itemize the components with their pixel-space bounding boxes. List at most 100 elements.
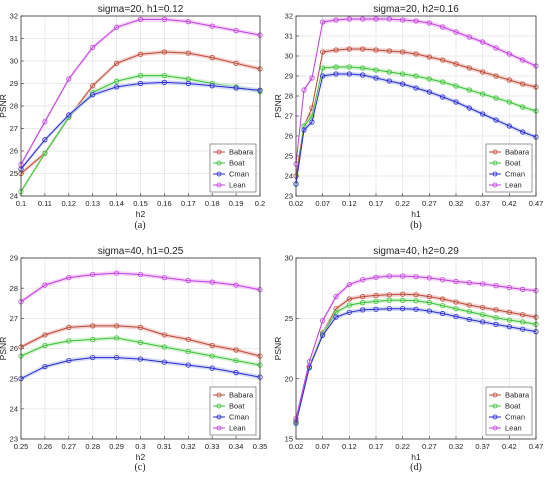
data-point-boat (137, 73, 144, 79)
y-tick-label: 25 (10, 169, 18, 178)
data-point-babara (320, 49, 326, 55)
plot-frame (295, 15, 537, 197)
data-point-cman (400, 306, 406, 312)
legend-label-boat: Boat (229, 402, 245, 411)
data-point-lean (426, 20, 432, 26)
y-tick-label: 24 (285, 172, 293, 181)
data-point-boat (480, 91, 486, 97)
x-tick-label: 0.02 (289, 199, 304, 208)
y-axis-label: PSNR (0, 337, 8, 361)
y-tick-label: 25 (10, 374, 18, 383)
data-point-cman (137, 356, 144, 362)
data-point-cman (466, 316, 472, 323)
data-point-cman (320, 73, 326, 79)
legend-swatch-marker (492, 149, 498, 155)
legend-swatch-marker (492, 414, 498, 420)
x-tick-label: 0.12 (61, 199, 76, 208)
data-point-boat (440, 303, 446, 309)
legend-label-lean: Lean (505, 181, 522, 190)
legend-swatch-marker (216, 425, 222, 431)
legend-swatch-marker (492, 425, 498, 431)
x-tick-label: 0.1 (16, 199, 26, 208)
data-point-lean (360, 277, 366, 283)
x-tick-label: 0.16 (157, 199, 172, 208)
data-point-cman (42, 363, 48, 370)
data-point-cman (137, 80, 144, 87)
data-point-boat (440, 79, 446, 85)
legend-swatch-marker (492, 182, 498, 188)
panel-caption: (b) (410, 220, 422, 231)
data-point-lean (440, 277, 446, 283)
data-point-babara (466, 65, 472, 71)
data-point-lean (42, 119, 48, 125)
data-point-cman (185, 80, 191, 87)
data-point-babara (400, 49, 406, 55)
x-tick-label: 0.3 (135, 442, 145, 451)
data-point-boat (90, 336, 96, 343)
y-axis-label: PSNR (273, 94, 283, 118)
x-tick-label: 0.19 (229, 199, 244, 208)
data-point-boat (506, 99, 512, 105)
data-point-lean (466, 34, 472, 40)
data-point-boat (453, 83, 459, 89)
x-axis-label: h1 (411, 452, 421, 462)
y-tick-label: 15 (285, 435, 293, 444)
data-point-lean (66, 76, 72, 82)
y-axis-label: PSNR (273, 337, 283, 361)
data-point-lean (400, 273, 406, 279)
data-point-boat (520, 104, 526, 110)
y-tick-label: 32 (10, 12, 18, 21)
data-point-boat (493, 315, 499, 321)
y-tick-label: 31 (285, 32, 293, 41)
data-point-lean (520, 57, 526, 63)
panel-caption: (a) (134, 220, 145, 231)
data-point-lean (309, 75, 315, 81)
data-point-boat (413, 298, 419, 304)
data-point-cman (413, 85, 419, 91)
x-tick-label: 0.32 (449, 442, 464, 451)
x-tick-label: 0.12 (342, 199, 357, 208)
legend: Babara Boat Cman Lean (209, 143, 257, 193)
data-point-cman (506, 123, 512, 129)
legend-swatch-marker (216, 414, 222, 420)
data-point-babara (90, 83, 96, 89)
data-point-lean (373, 274, 379, 280)
data-point-cman (466, 105, 472, 111)
y-tick-label: 29 (10, 254, 18, 263)
legend-swatch-marker (492, 403, 498, 409)
data-point-babara (440, 296, 446, 302)
data-point-cman (346, 309, 352, 315)
chart-title: sigma=20, h2=0.16 (373, 4, 459, 15)
data-point-babara (233, 60, 239, 66)
y-tick-label: 28 (10, 102, 18, 111)
data-point-cman (360, 72, 366, 78)
data-point-lean (426, 275, 432, 281)
x-tick-label: 0.17 (181, 199, 196, 208)
data-point-cman (373, 75, 379, 81)
legend-swatch-marker (216, 182, 222, 188)
data-point-boat (233, 357, 239, 364)
x-tick-label: 0.32 (449, 199, 464, 208)
data-point-babara (66, 324, 72, 330)
chart-panel-3: 0.25 0.26 0.27 0.28 0.29 0.3 0.31 0.32 0.33 0.34 0… (0, 246, 267, 473)
y-tick-label: 31 (10, 34, 18, 43)
data-point-cman (440, 310, 446, 317)
data-point-boat (320, 65, 326, 71)
y-tick-label: 30 (285, 52, 293, 61)
data-point-boat (493, 95, 499, 101)
data-point-cman (320, 332, 326, 338)
data-point-cman (233, 85, 239, 91)
data-point-cman (426, 308, 432, 314)
plot-frame (20, 257, 261, 440)
chart-panel-2: 0.02 0.07 0.12 0.17 0.22 0.27 0.32 0.37 0.42 0.47… (273, 4, 543, 231)
data-point-boat (453, 306, 459, 312)
data-point-cman (346, 71, 352, 77)
data-point-boat (137, 339, 144, 346)
x-tick-label: 0.11 (38, 199, 52, 208)
y-tick-label: 23 (10, 435, 18, 444)
data-point-babara (520, 81, 526, 87)
y-tick-label: 27 (10, 124, 18, 133)
x-tick-label: 0.28 (85, 442, 100, 451)
data-point-babara (400, 291, 406, 297)
y-tick-label: 26 (10, 344, 18, 353)
